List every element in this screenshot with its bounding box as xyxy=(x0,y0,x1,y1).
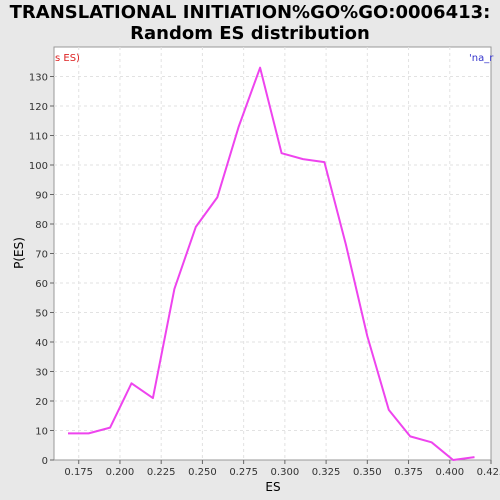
x-tick-label: 0.200 xyxy=(106,467,135,478)
x-tick-label: 0.175 xyxy=(64,467,93,478)
x-axis-ticks: 0.175 0.200 0.225 0.250 0.275 0.300 0.325 0.350… xyxy=(64,460,500,478)
y-tick-label: 0 xyxy=(42,456,48,467)
chart-title-line-1: TRANSLATIONAL INITIATION%GO%GO:0006413: xyxy=(9,2,491,23)
x-tick-label: 0.250 xyxy=(188,467,217,478)
y-tick-label: 40 xyxy=(35,338,48,349)
chart-title: TRANSLATIONAL INITIATION%GO%GO:0006413: … xyxy=(0,2,500,44)
series-line xyxy=(68,66,475,461)
x-tick-label: 0.300 xyxy=(271,467,300,478)
y-axis-ticks: 0 10 20 30 40 50 60 70 80 90 100 110 120 130 xyxy=(29,73,54,467)
y-tick-label: 120 xyxy=(29,102,48,113)
x-tick-label: 0.225 xyxy=(147,467,176,478)
y-axis-label: P(ES) xyxy=(12,237,26,269)
y-tick-label: 50 xyxy=(35,309,48,320)
y-tick-label: 80 xyxy=(35,220,48,231)
chart-title-line-2: Random ES distribution xyxy=(130,23,370,44)
y-tick-label: 70 xyxy=(35,250,48,261)
x-tick-label: 0.425 xyxy=(477,467,500,478)
y-tick-label: 100 xyxy=(29,161,48,172)
y-tick-label: 20 xyxy=(35,397,48,408)
y-tick-label: 110 xyxy=(29,132,48,143)
x-tick-label: 0.350 xyxy=(353,467,382,478)
x-axis-label: ES xyxy=(265,480,280,494)
x-tick-label: 0.375 xyxy=(394,467,423,478)
y-tick-label: 60 xyxy=(35,279,48,290)
legend-left-label: s ES) xyxy=(55,53,80,64)
y-tick-label: 130 xyxy=(29,73,48,84)
y-tick-label: 90 xyxy=(35,191,48,202)
grid-lines xyxy=(54,47,491,460)
x-tick-label: 0.325 xyxy=(312,467,341,478)
y-tick-label: 30 xyxy=(35,368,48,379)
x-tick-label: 0.275 xyxy=(229,467,258,478)
x-tick-label: 0.400 xyxy=(435,467,464,478)
y-tick-label: 10 xyxy=(35,427,48,438)
legend-right-label: 'na_r xyxy=(469,53,494,64)
